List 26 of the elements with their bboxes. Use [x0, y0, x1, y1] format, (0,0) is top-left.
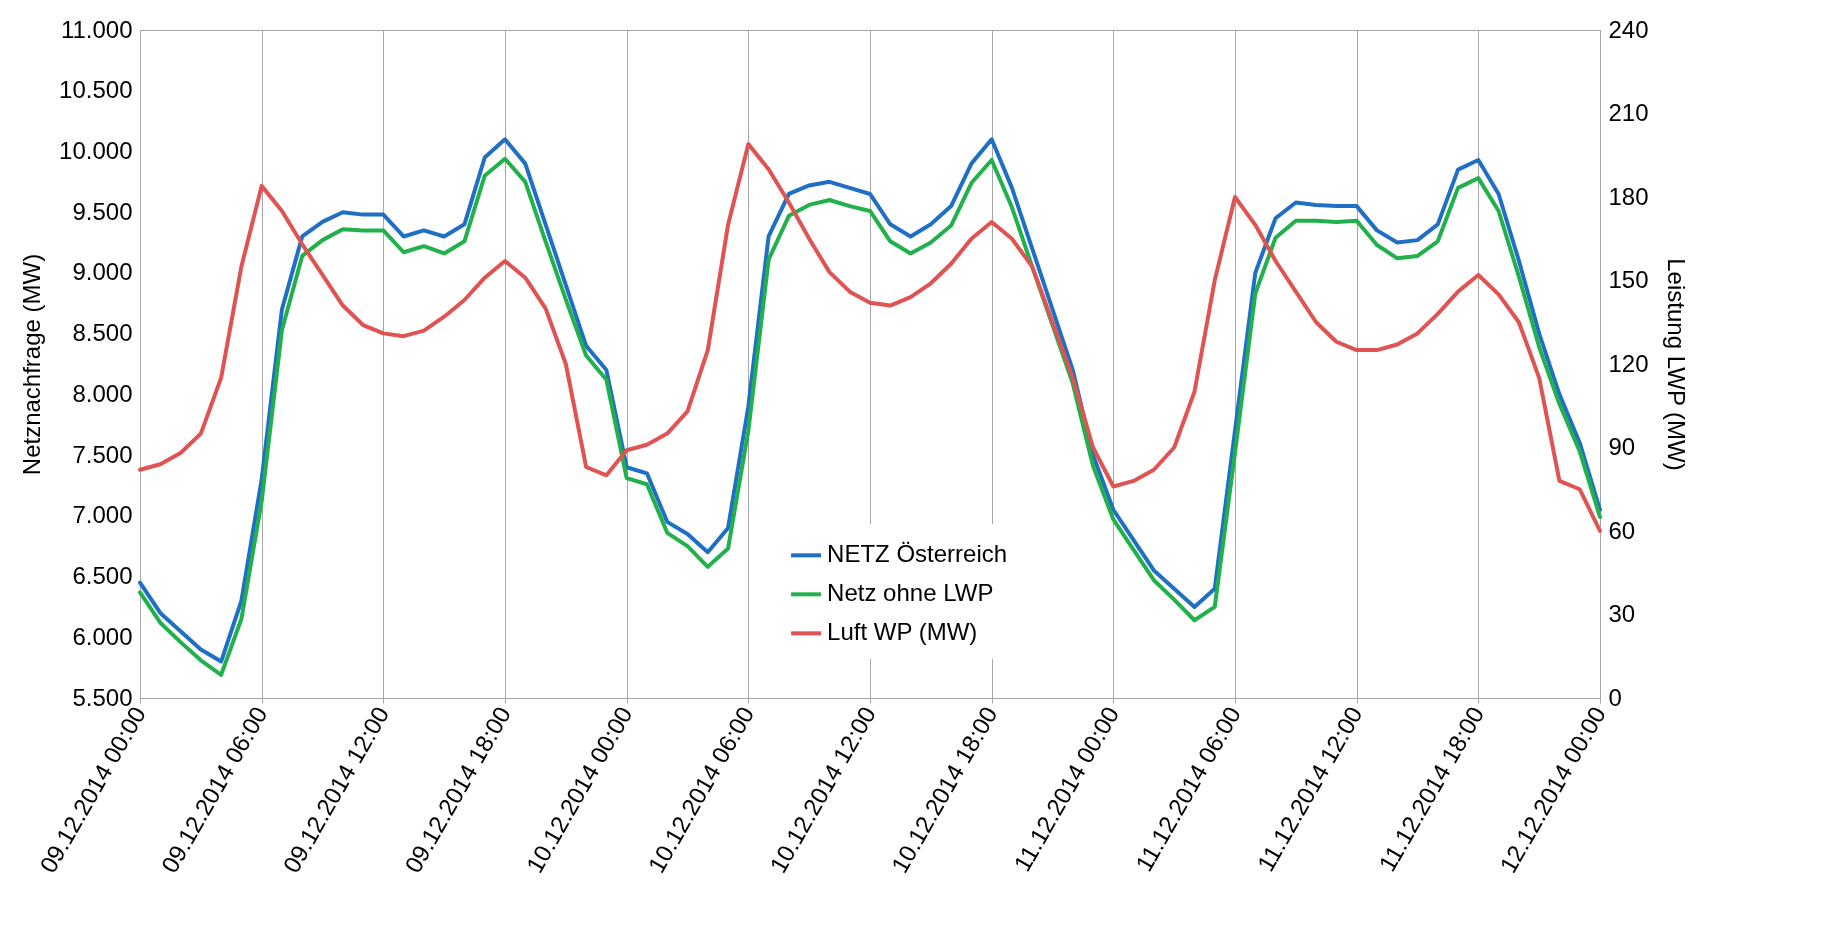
y2-tick-label: 120	[1608, 349, 1649, 377]
y2-tick-label: 180	[1608, 182, 1649, 210]
y2-axis-title: Leistung LWP (MW)	[1662, 258, 1690, 471]
y2-tick-label: 150	[1608, 266, 1649, 293]
y-tick-label: 6.000	[72, 622, 133, 650]
y-axis-title: Netznachfrage (MW)	[18, 253, 46, 476]
y-tick-label: 10.000	[59, 136, 133, 164]
y2-tick-label: 240	[1608, 15, 1649, 43]
y-tick-label: 6.500	[72, 562, 133, 590]
legend-label: NETZ Österreich	[827, 540, 1008, 568]
y-tick-label: 10.500	[59, 76, 133, 104]
y-tick-label: 9.000	[72, 258, 133, 286]
y-tick-label: 9.500	[72, 197, 133, 225]
y-tick-label: 7.000	[72, 501, 133, 529]
y-tick-label: 8.500	[72, 319, 133, 347]
line-series	[138, 142, 1602, 533]
y2-tick-label: 0	[1608, 683, 1622, 711]
y2-tick-label: 60	[1608, 516, 1636, 544]
y-tick-label: 11.000	[60, 15, 133, 43]
y-tick-label: 8.000	[72, 379, 133, 407]
legend-label: Netz ohne LWP	[827, 579, 994, 607]
y2-tick-label: 210	[1608, 99, 1649, 126]
y2-tick-label: 90	[1608, 433, 1636, 460]
legend-label: Luft WP (MW)	[827, 618, 978, 646]
y2-tick-label: 30	[1608, 600, 1636, 627]
y-tick-label: 7.500	[72, 440, 133, 468]
